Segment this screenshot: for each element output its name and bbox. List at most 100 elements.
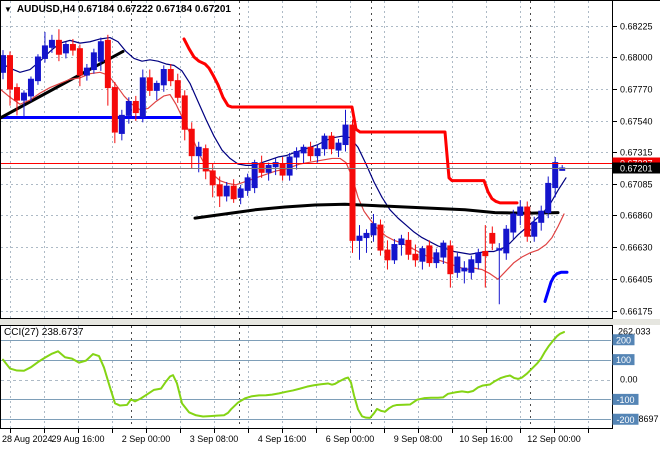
candle-bull xyxy=(335,142,342,151)
candle-bear xyxy=(489,232,496,244)
candle-bear xyxy=(412,253,419,261)
candle-bull xyxy=(41,45,48,59)
candle-bull xyxy=(363,232,370,239)
candle-bear xyxy=(209,170,216,186)
cci-level-badge xyxy=(612,334,635,346)
bid-price-badge-label: 0.67201 xyxy=(620,164,653,174)
candle-bull xyxy=(531,221,538,237)
cci-max-label: 262.033 xyxy=(618,326,651,336)
candle-bull xyxy=(517,206,524,216)
candle-bull xyxy=(293,150,300,158)
candle-bull xyxy=(272,162,279,168)
candle-bear xyxy=(230,185,237,200)
candle-bull xyxy=(286,156,293,176)
price-axis-label: 0.67315 xyxy=(620,148,653,158)
cci-level-badge-label: -200 xyxy=(616,415,634,425)
candle-bull xyxy=(34,56,41,82)
price-axis-label: 0.67770 xyxy=(620,85,653,95)
candle-bear xyxy=(167,69,174,82)
candle-bear xyxy=(13,87,20,101)
candle-bear xyxy=(111,87,118,133)
candle-bear xyxy=(146,77,153,91)
indicator-label: CCI(27) 238.6737 xyxy=(4,327,84,338)
price-axis-area[interactable] xyxy=(612,0,660,429)
price-axis-label: 0.68000 xyxy=(620,53,653,63)
candle-bear xyxy=(482,250,489,257)
candle-bear xyxy=(426,245,433,264)
time-axis-label: 4 Sep 16:00 xyxy=(258,434,307,444)
candle-bull xyxy=(160,69,167,86)
candle-bear xyxy=(307,146,314,157)
price-axis-label: 0.67540 xyxy=(620,117,653,127)
candle-bull xyxy=(468,259,475,273)
candle-bull xyxy=(62,44,69,54)
ma-black-line xyxy=(193,202,560,220)
indicator-pane-border xyxy=(0,325,613,429)
price-axis-label: 0.66405 xyxy=(620,275,653,285)
candle-bull xyxy=(314,148,321,157)
candle-bull xyxy=(440,242,447,258)
candle-bull xyxy=(398,238,405,246)
time-axis-label: 10 Sep 16:00 xyxy=(459,434,513,444)
candle-bull xyxy=(300,146,307,154)
candle-bear xyxy=(6,55,13,90)
candle-bull xyxy=(433,252,440,264)
candle-bull xyxy=(461,267,468,272)
time-axis-label: 6 Sep 00:00 xyxy=(326,434,375,444)
candle-bear xyxy=(328,135,335,150)
candle-bull xyxy=(370,223,377,236)
candle-bull xyxy=(503,228,510,254)
stop-line-red xyxy=(182,37,519,205)
candle-bear xyxy=(174,80,181,98)
candle-bull xyxy=(27,78,34,97)
pane-splitter[interactable] xyxy=(0,319,660,325)
candle-bull xyxy=(118,114,125,134)
cci-level-badge-label: 100 xyxy=(616,355,631,365)
candle-bear xyxy=(104,39,111,89)
time-axis-label: 28 Aug 2024 xyxy=(2,434,53,444)
candle-bear xyxy=(188,128,195,157)
candle-bear xyxy=(55,39,62,55)
time-axis-label: 12 Sep 00:00 xyxy=(527,434,581,444)
candle-bull xyxy=(391,244,398,261)
price-axis-label: 0.66860 xyxy=(620,211,653,221)
candle-bear xyxy=(132,100,139,114)
candle-bull xyxy=(125,100,132,116)
candle-bear xyxy=(76,48,83,76)
time-axis-label: 3 Sep 08:00 xyxy=(190,434,239,444)
time-axis-area[interactable] xyxy=(0,429,660,450)
price-axis-label: 0.68225 xyxy=(620,22,653,32)
cci-level-badge-label: 200 xyxy=(616,335,631,345)
candle-bull xyxy=(153,82,160,91)
chart-marker-icon[interactable]: ▼ xyxy=(4,4,12,14)
candle-bear xyxy=(524,206,531,237)
candle-bull xyxy=(321,135,328,150)
cci-level-badge-label: -100 xyxy=(616,395,634,405)
candle-bear xyxy=(202,148,209,172)
price-axis-label: 0.66630 xyxy=(620,243,653,253)
candle-bull xyxy=(454,256,461,273)
candle-bull xyxy=(419,248,426,262)
indicator-pane-area[interactable] xyxy=(0,325,612,429)
candle-bull xyxy=(510,213,517,233)
chart-ohlc-readout: AUDUSD,H4 0.67184 0.67222 0.67184 0.6720… xyxy=(16,4,231,15)
candle-bull xyxy=(139,77,146,118)
candle-bull xyxy=(223,185,230,197)
candle-bull xyxy=(496,248,503,251)
candle-bull xyxy=(83,67,90,76)
time-axis-label: 9 Sep 08:00 xyxy=(394,434,443,444)
chart-title: ▼ AUDUSD,H4 0.67184 0.67222 0.67184 0.67… xyxy=(4,4,231,15)
main-chart-area[interactable] xyxy=(0,0,612,319)
cci-level-badge xyxy=(612,413,639,425)
candle-bull xyxy=(342,124,349,146)
candle-bear xyxy=(349,124,356,241)
price-axis-label: 0.66175 xyxy=(620,307,653,317)
time-axis-label: 29 Aug 16:00 xyxy=(51,434,104,444)
candle-bear xyxy=(447,245,454,275)
candle-bull xyxy=(244,177,251,191)
cci-level-badge xyxy=(612,354,635,366)
candle-bear xyxy=(384,249,391,261)
candle-bull xyxy=(195,146,202,157)
